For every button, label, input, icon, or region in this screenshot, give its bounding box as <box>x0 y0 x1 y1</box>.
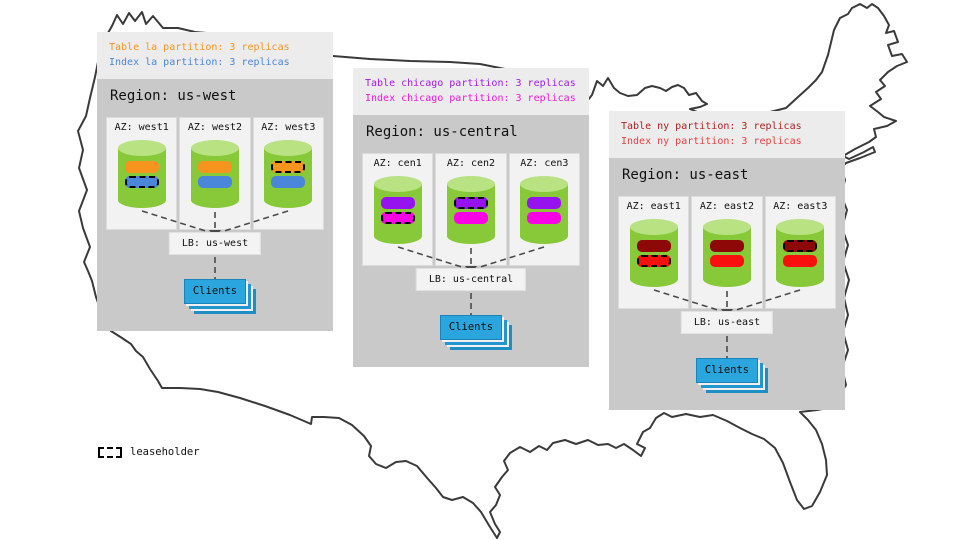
database-cylinder <box>117 140 166 208</box>
replica-bars <box>453 197 488 224</box>
az-box-east2: AZ: east2 <box>691 196 763 309</box>
az-label: AZ: cen2 <box>446 158 496 169</box>
index-partition-bar <box>197 176 232 188</box>
database-cylinder <box>373 176 422 244</box>
load-balancer-box: LB: us-west <box>168 232 262 255</box>
az-box-cen2: AZ: cen2 <box>435 153 507 266</box>
database-cylinder <box>520 176 569 244</box>
index-partition-bar <box>636 255 671 267</box>
table-partition-note: Table la partition: 3 replicas <box>109 42 290 53</box>
replica-bars <box>783 240 818 267</box>
database-cylinder <box>629 219 678 287</box>
replica-bars <box>636 240 671 267</box>
leaseholder-legend-label: leaseholder <box>130 446 200 458</box>
load-balancer-box: LB: us-central <box>415 268 527 291</box>
index-partition-note: Index ny partition: 3 replicas <box>621 136 802 147</box>
index-partition-note: Index chicago partition: 3 replicas <box>365 93 576 104</box>
table-partition-bar <box>527 197 562 209</box>
clients-box: Clients <box>696 358 758 383</box>
index-partition-bar <box>783 255 818 267</box>
region-box-us-east: Region: us-east AZ: east1 AZ: east2 <box>609 158 845 410</box>
table-partition-bar <box>636 240 671 252</box>
partition-annotation-us-east: Table ny partition: 3 replicas Index ny … <box>609 111 845 158</box>
partition-annotation-us-central: Table chicago partition: 3 replicas Inde… <box>353 68 589 115</box>
load-balancer-box: LB: us-east <box>680 311 774 334</box>
az-box-cen3: AZ: cen3 <box>508 153 580 266</box>
az-label: AZ: cen3 <box>520 158 569 169</box>
database-cylinder <box>264 140 313 208</box>
index-partition-bar <box>380 212 415 224</box>
az-box-west2: AZ: west2 <box>179 117 251 230</box>
region-title: Region: us-west <box>110 88 237 104</box>
az-label: AZ: east1 <box>626 201 681 212</box>
table-partition-bar <box>197 161 232 173</box>
replica-bars <box>197 161 232 188</box>
table-partition-bar <box>271 161 306 173</box>
az-box-cen1: AZ: cen1 <box>362 153 434 266</box>
index-partition-bar <box>709 255 744 267</box>
az-row: AZ: east1 AZ: east2 <box>618 196 836 309</box>
region-box-us-west: Region: us-west AZ: west1 AZ: west2 <box>97 79 333 331</box>
az-label: AZ: west2 <box>187 122 243 133</box>
index-partition-note: Index la partition: 3 replicas <box>109 57 290 68</box>
region-group-us-west: Table la partition: 3 replicas Index la … <box>97 32 333 331</box>
clients-box: Clients <box>184 279 246 304</box>
table-partition-bar <box>709 240 744 252</box>
az-box-west3: AZ: west3 <box>252 117 324 230</box>
index-partition-bar <box>527 212 562 224</box>
az-box-east3: AZ: east3 <box>764 196 836 309</box>
az-label: AZ: west1 <box>114 122 169 133</box>
replica-bars <box>271 161 306 188</box>
partition-annotation-us-west: Table la partition: 3 replicas Index la … <box>97 32 333 79</box>
replica-bars <box>709 240 744 267</box>
index-partition-bar <box>124 176 159 188</box>
table-partition-note: Table chicago partition: 3 replicas <box>365 78 576 89</box>
table-partition-note: Table ny partition: 3 replicas <box>621 121 802 132</box>
database-cylinder <box>190 140 239 208</box>
index-partition-bar <box>271 176 306 188</box>
clients-box: Clients <box>440 315 502 340</box>
az-row: AZ: west1 AZ: west2 <box>106 117 324 230</box>
replica-bars <box>380 197 415 224</box>
az-box-east1: AZ: east1 <box>618 196 690 309</box>
index-partition-bar <box>453 212 488 224</box>
replica-bars <box>124 161 159 188</box>
table-partition-bar <box>124 161 159 173</box>
region-group-us-central: Table chicago partition: 3 replicas Inde… <box>353 68 589 367</box>
az-label: AZ: east3 <box>773 201 828 212</box>
az-label: AZ: east2 <box>699 201 755 212</box>
az-label: AZ: cen1 <box>373 158 422 169</box>
database-cylinder <box>776 219 825 287</box>
region-group-us-east: Table ny partition: 3 replicas Index ny … <box>609 111 845 410</box>
leaseholder-swatch-icon <box>98 446 122 458</box>
table-partition-bar <box>783 240 818 252</box>
az-box-west1: AZ: west1 <box>106 117 178 230</box>
region-box-us-central: Region: us-central AZ: cen1 AZ: cen2 <box>353 115 589 367</box>
region-title: Region: us-east <box>622 167 749 183</box>
leaseholder-legend: leaseholder <box>98 446 200 458</box>
database-cylinder <box>702 219 751 287</box>
table-partition-bar <box>453 197 488 209</box>
table-partition-bar <box>380 197 415 209</box>
az-row: AZ: cen1 AZ: cen2 <box>362 153 580 266</box>
region-title: Region: us-central <box>366 124 518 140</box>
replica-bars <box>527 197 562 224</box>
az-label: AZ: west3 <box>261 122 316 133</box>
database-cylinder <box>446 176 495 244</box>
